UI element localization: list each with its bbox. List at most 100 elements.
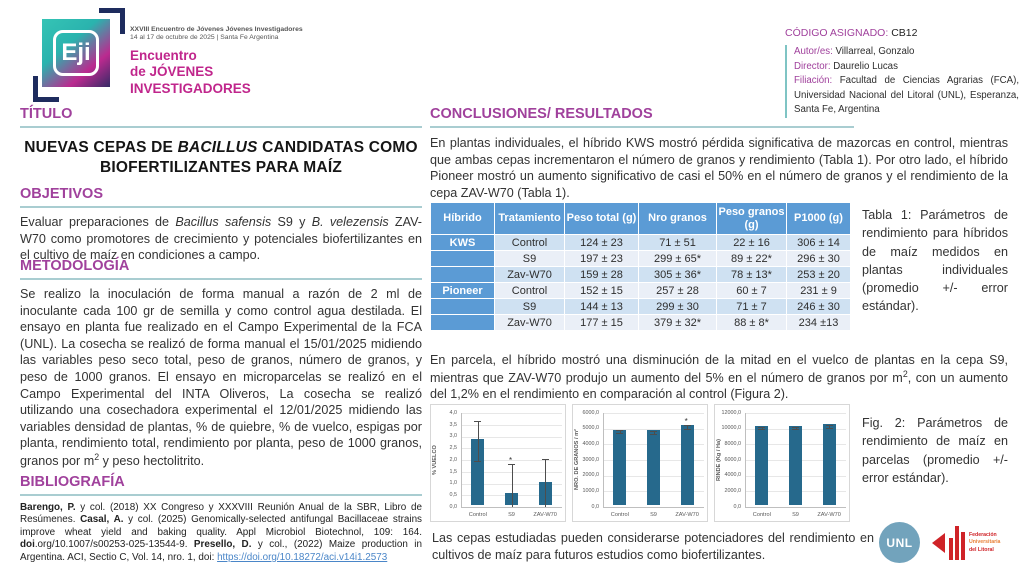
x-category-label: ZAV-W70 — [817, 512, 841, 518]
error-bar-cap-top — [508, 463, 515, 465]
text-segment: Filiación: — [794, 75, 840, 87]
text-segment: Daurelio Lucas — [833, 60, 898, 72]
gridline — [603, 413, 704, 414]
y-tick-label: 10000,0 — [721, 425, 742, 432]
ful-mark-icon — [949, 526, 965, 560]
text-segment: Bacillus safensis — [175, 215, 272, 229]
poster-meta: CÓDIGO ASIGNADO: CB12 Autor/es: Villarre… — [785, 27, 1019, 118]
value-cell: 71 ± 51 — [638, 234, 717, 252]
conference-date-place: 14 al 17 de octubre de 2025 | Santa Fe A… — [130, 34, 279, 41]
text-segment: Evaluar preparaciones de — [20, 215, 176, 229]
y-tick-label: 8000,0 — [724, 441, 742, 448]
error-bar-cap-top — [650, 430, 657, 432]
conclusion-paragraph: Las cepas estudiadas pueden considerarse… — [432, 531, 874, 562]
error-bar — [829, 424, 831, 428]
conclusiones-heading: CONCLUSIONES/ RESULTADOS — [430, 106, 854, 129]
text-segment: Se realizo la inoculación de forma manua… — [20, 287, 422, 469]
table-header-cell: P1000 (g) — [786, 201, 851, 236]
error-bar — [653, 430, 655, 434]
value-cell: 60 ± 7 — [716, 282, 787, 300]
table-row: S9 197 ± 23 299 ± 65* 89 ± 22* 296 ± 30 — [430, 250, 851, 268]
y-tick-label: 0,0 — [449, 503, 458, 510]
table-header-cell: Tratamiento — [494, 201, 565, 236]
bar-s9 — [789, 426, 802, 505]
table-header-cell: Peso total (g) — [564, 201, 639, 236]
metodologia-heading: METODOLOGÍA — [20, 258, 422, 281]
director-line: Director: Daurelio Lucas — [794, 60, 1019, 75]
error-bar-cap-bottom — [758, 429, 766, 431]
error-bar-cap-bottom — [474, 461, 482, 463]
eji-logo-acronym: Eji — [53, 30, 99, 76]
significance-star: * — [684, 417, 688, 427]
text-segment: En parcela, el híbrido mostró una dismin… — [430, 353, 1008, 385]
y-tick-label: 2000,0 — [582, 472, 600, 479]
value-cell: 234 ±13 — [786, 314, 851, 332]
figure-2-charts: % VUELCO 0,0 0,5 1,0 1,5 2,0 2,5 3,0 3,5 4,0 Contr… — [430, 404, 854, 522]
table-header-cell: Híbrido — [430, 201, 495, 236]
text-segment: CANDIDATAS COMO BIOFERTILIZANTES PARA MA… — [100, 139, 418, 177]
text-segment: doi — [20, 539, 35, 551]
value-cell: 144 ± 13 — [564, 298, 639, 316]
text-segment: S9 y — [271, 215, 312, 229]
table-header-cell: Nro granos — [638, 201, 717, 236]
logo-bracket-bottom-left-icon — [33, 76, 59, 102]
error-bar-cap-top — [683, 425, 691, 427]
text-segment: NUEVAS CEPAS DE — [24, 139, 178, 156]
metodologia-paragraph: Se realizo la inoculación de forma manua… — [20, 286, 422, 470]
results-table: Híbrido Tratamiento Peso total (g) Nro gran… — [430, 201, 851, 332]
error-bar-cap-top — [825, 424, 833, 426]
text-segment: ZAV-W70 como promotores de crecimiento y… — [20, 215, 422, 263]
value-cell: 124 ± 23 — [564, 234, 639, 252]
value-cell: 177 ± 15 — [564, 314, 639, 332]
author-line: Autor/es: Villarreal, Gonzalo — [794, 45, 1019, 60]
conference-header: XXVIII Encuentro de Jóvenes Jóvenes Inve… — [130, 26, 390, 97]
error-bar-cap-top — [792, 427, 799, 429]
value-cell: Zav-W70 — [494, 266, 565, 284]
gridline — [603, 507, 704, 508]
value-cell: 253 ± 20 — [786, 266, 851, 284]
ful-text-line-1: Federación — [969, 532, 997, 539]
value-cell: S9 — [494, 250, 565, 268]
y-tick-label: 4000,0 — [582, 441, 600, 448]
error-bar — [545, 458, 547, 507]
ful-text: Federación Universitaria del Litoral — [969, 532, 1000, 553]
y-tick-label: 3000,0 — [582, 456, 600, 463]
x-category-label: ZAV-W70 — [675, 512, 699, 518]
y-tick-label: 0,5 — [449, 492, 458, 499]
table-row: S9 144 ± 13 299 ± 30 71 ± 7 246 ± 30 — [430, 298, 851, 316]
poster-title: NUEVAS CEPAS DE BACILLUS CANDIDATAS COMO… — [20, 138, 422, 179]
x-category-label: S9 — [792, 512, 799, 518]
conference-name: XXVIII Encuentro de Jóvenes Jóvenes Inve… — [130, 26, 303, 33]
objetivos-paragraph: Evaluar preparaciones de Bacillus safens… — [20, 214, 422, 264]
x-category-label: Control — [610, 512, 629, 518]
error-bar-cap-bottom — [683, 429, 691, 431]
error-bar-cap-bottom — [825, 427, 833, 429]
x-category-label: S9 — [508, 512, 515, 518]
error-bar — [687, 425, 689, 430]
gridline — [461, 460, 562, 461]
eji-logo: Eji — [33, 8, 125, 102]
gridline — [461, 424, 562, 426]
logo-bracket-top-right-icon — [99, 8, 125, 34]
bar-chart-3: RINDE (Kg / Ha) 0,0 2000,0 4000,0 6000,0 8000… — [714, 404, 850, 522]
bar-zav-w70 — [822, 424, 836, 505]
doi-link[interactable]: https://doi.org/10.18272/aci.v14i1.2573 — [217, 551, 388, 563]
significance-star: * — [509, 455, 513, 465]
y-tick-label: 2000,0 — [724, 488, 742, 495]
objetivos-heading: OBJETIVOS — [20, 186, 422, 209]
brand-line-1: Encuentro — [130, 48, 197, 63]
x-category-label: ZAV-W70 — [533, 512, 557, 518]
error-bar — [795, 427, 797, 430]
tabla-1-caption: Tabla 1: Parámetros de rendimiento para … — [862, 208, 1008, 314]
hybrid-cell — [430, 266, 495, 284]
hybrid-cell: KWS — [430, 234, 495, 252]
error-bar-cap-top — [541, 458, 549, 460]
eji-logo-square-icon: Eji — [42, 19, 110, 87]
table-row: Pioneer Control 152 ± 15 257 ± 28 60 ± 7 231 … — [430, 282, 851, 300]
credits-block: Autor/es: Villarreal, Gonzalo Director: … — [785, 45, 1019, 118]
text-segment: y col. (2018) XX Congreso y XXXVIII Reun… — [20, 502, 422, 526]
y-tick-label: 6000,0 — [724, 456, 742, 463]
conference-brand: Encuentro de JÓVENES INVESTIGADORES — [130, 48, 390, 97]
bar-control — [613, 429, 627, 505]
